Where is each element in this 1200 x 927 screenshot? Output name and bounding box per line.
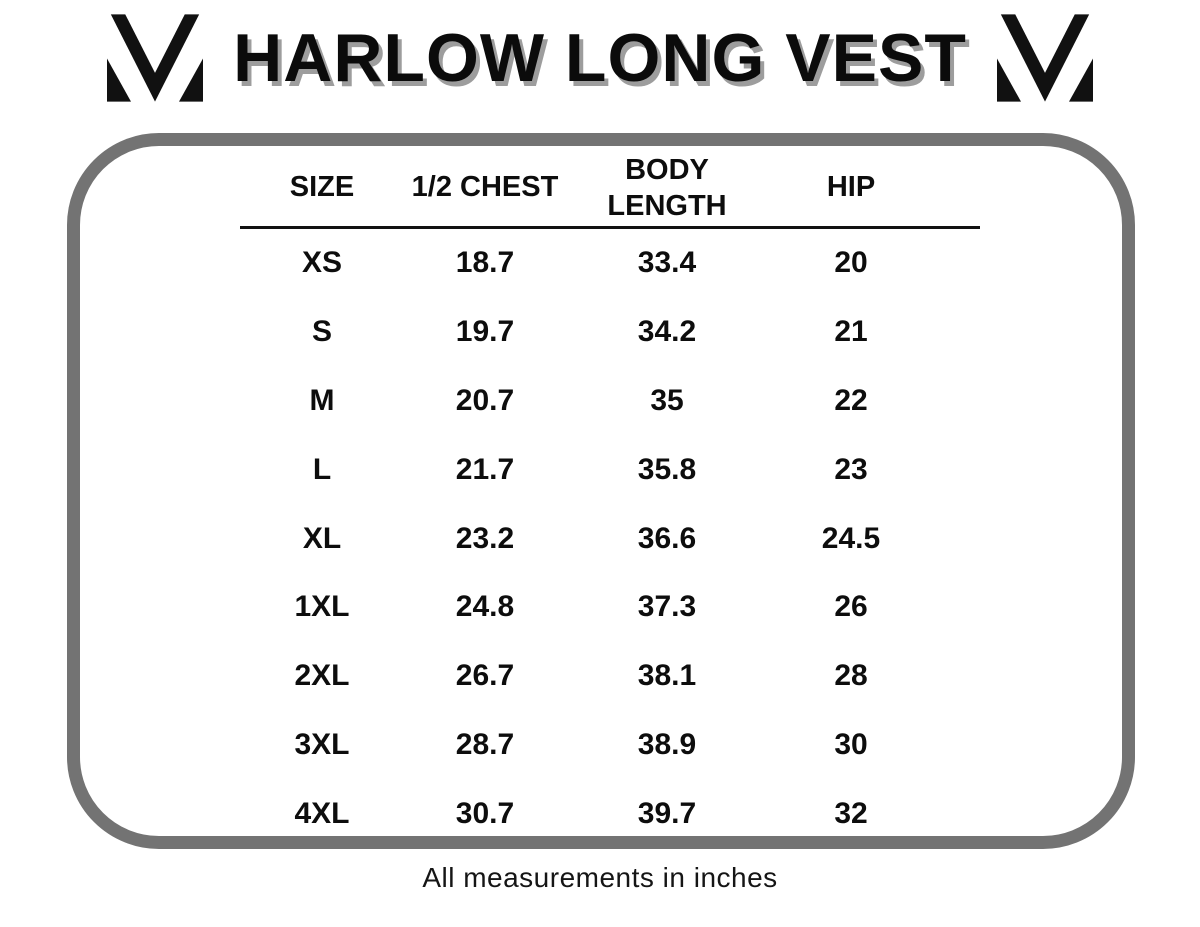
header-underline xyxy=(240,225,980,229)
size-cell: XL xyxy=(302,521,342,555)
body-length-cell: 38.1 xyxy=(637,659,697,693)
hip-cell: 28 xyxy=(834,659,868,693)
size-chart-panel xyxy=(67,133,1135,849)
hip-cell: 20 xyxy=(834,246,868,280)
half-chest-cell: 28.7 xyxy=(455,727,515,761)
size-cell: L xyxy=(312,452,332,486)
size-cell: S xyxy=(311,315,332,349)
table-body: XS 18.7 33.4 20 S 19.7 34.2 21 M 20.7 35 xyxy=(240,229,980,848)
body-length-cell: 35 xyxy=(650,383,684,417)
body-length-cell: 39.7 xyxy=(637,796,697,830)
brand-m-logo-left-icon xyxy=(107,14,204,102)
half-chest-cell: 20.7 xyxy=(455,383,515,417)
measurements-note: All measurements in inches xyxy=(422,862,778,893)
body-length-cell: 38.9 xyxy=(637,727,697,761)
table-row: XS 18.7 33.4 20 xyxy=(240,229,980,298)
size-cell: M xyxy=(309,383,335,417)
hip-cell: 21 xyxy=(834,315,868,349)
column-header-body-length: BODY LENGTH xyxy=(607,154,727,223)
body-length-cell: 36.6 xyxy=(637,521,697,555)
hip-cell: 30 xyxy=(834,727,868,761)
table-row: L 21.7 35.8 23 xyxy=(240,435,980,504)
hip-cell: 23 xyxy=(834,452,868,486)
table-row: S 19.7 34.2 21 xyxy=(240,297,980,366)
page-title: HARLOW LONG VEST xyxy=(233,19,967,96)
table-row: 4XL 30.7 39.7 32 xyxy=(240,779,980,848)
table-row: 2XL 26.7 38.1 28 xyxy=(240,641,980,710)
table-row: XL 23.2 36.6 24.5 xyxy=(240,504,980,573)
half-chest-cell: 26.7 xyxy=(455,659,515,693)
table-header-row: SIZE 1/2 CHEST BODY LENGTH HIP xyxy=(240,152,980,225)
column-header-half-chest: 1/2 CHEST xyxy=(411,171,559,204)
body-length-cell: 34.2 xyxy=(637,315,697,349)
body-length-cell: 33.4 xyxy=(637,246,697,280)
half-chest-cell: 24.8 xyxy=(455,590,515,624)
hip-cell: 32 xyxy=(834,796,868,830)
body-length-cell: 37.3 xyxy=(637,590,697,624)
table-row: 3XL 28.7 38.9 30 xyxy=(240,710,980,779)
column-header-hip: HIP xyxy=(826,171,876,204)
size-cell: 3XL xyxy=(294,727,350,761)
hip-cell: 26 xyxy=(834,590,868,624)
size-cell: 1XL xyxy=(294,590,350,624)
table-row: M 20.7 35 22 xyxy=(240,366,980,435)
half-chest-cell: 23.2 xyxy=(455,521,515,555)
size-cell: 2XL xyxy=(294,659,350,693)
table-row: 1XL 24.8 37.3 26 xyxy=(240,572,980,641)
column-header-size: SIZE xyxy=(289,171,355,204)
brand-m-logo-right-icon xyxy=(996,14,1093,102)
size-table: SIZE 1/2 CHEST BODY LENGTH HIP XS 18.7 3… xyxy=(240,152,980,848)
hip-cell: 24.5 xyxy=(821,521,881,555)
hip-cell: 22 xyxy=(834,383,868,417)
half-chest-cell: 30.7 xyxy=(455,796,515,830)
size-cell: XS xyxy=(301,246,343,280)
half-chest-cell: 21.7 xyxy=(455,452,515,486)
half-chest-cell: 19.7 xyxy=(455,315,515,349)
body-length-cell: 35.8 xyxy=(637,452,697,486)
page-header: HARLOW LONG VEST xyxy=(0,14,1200,102)
half-chest-cell: 18.7 xyxy=(455,246,515,280)
size-cell: 4XL xyxy=(294,796,350,830)
